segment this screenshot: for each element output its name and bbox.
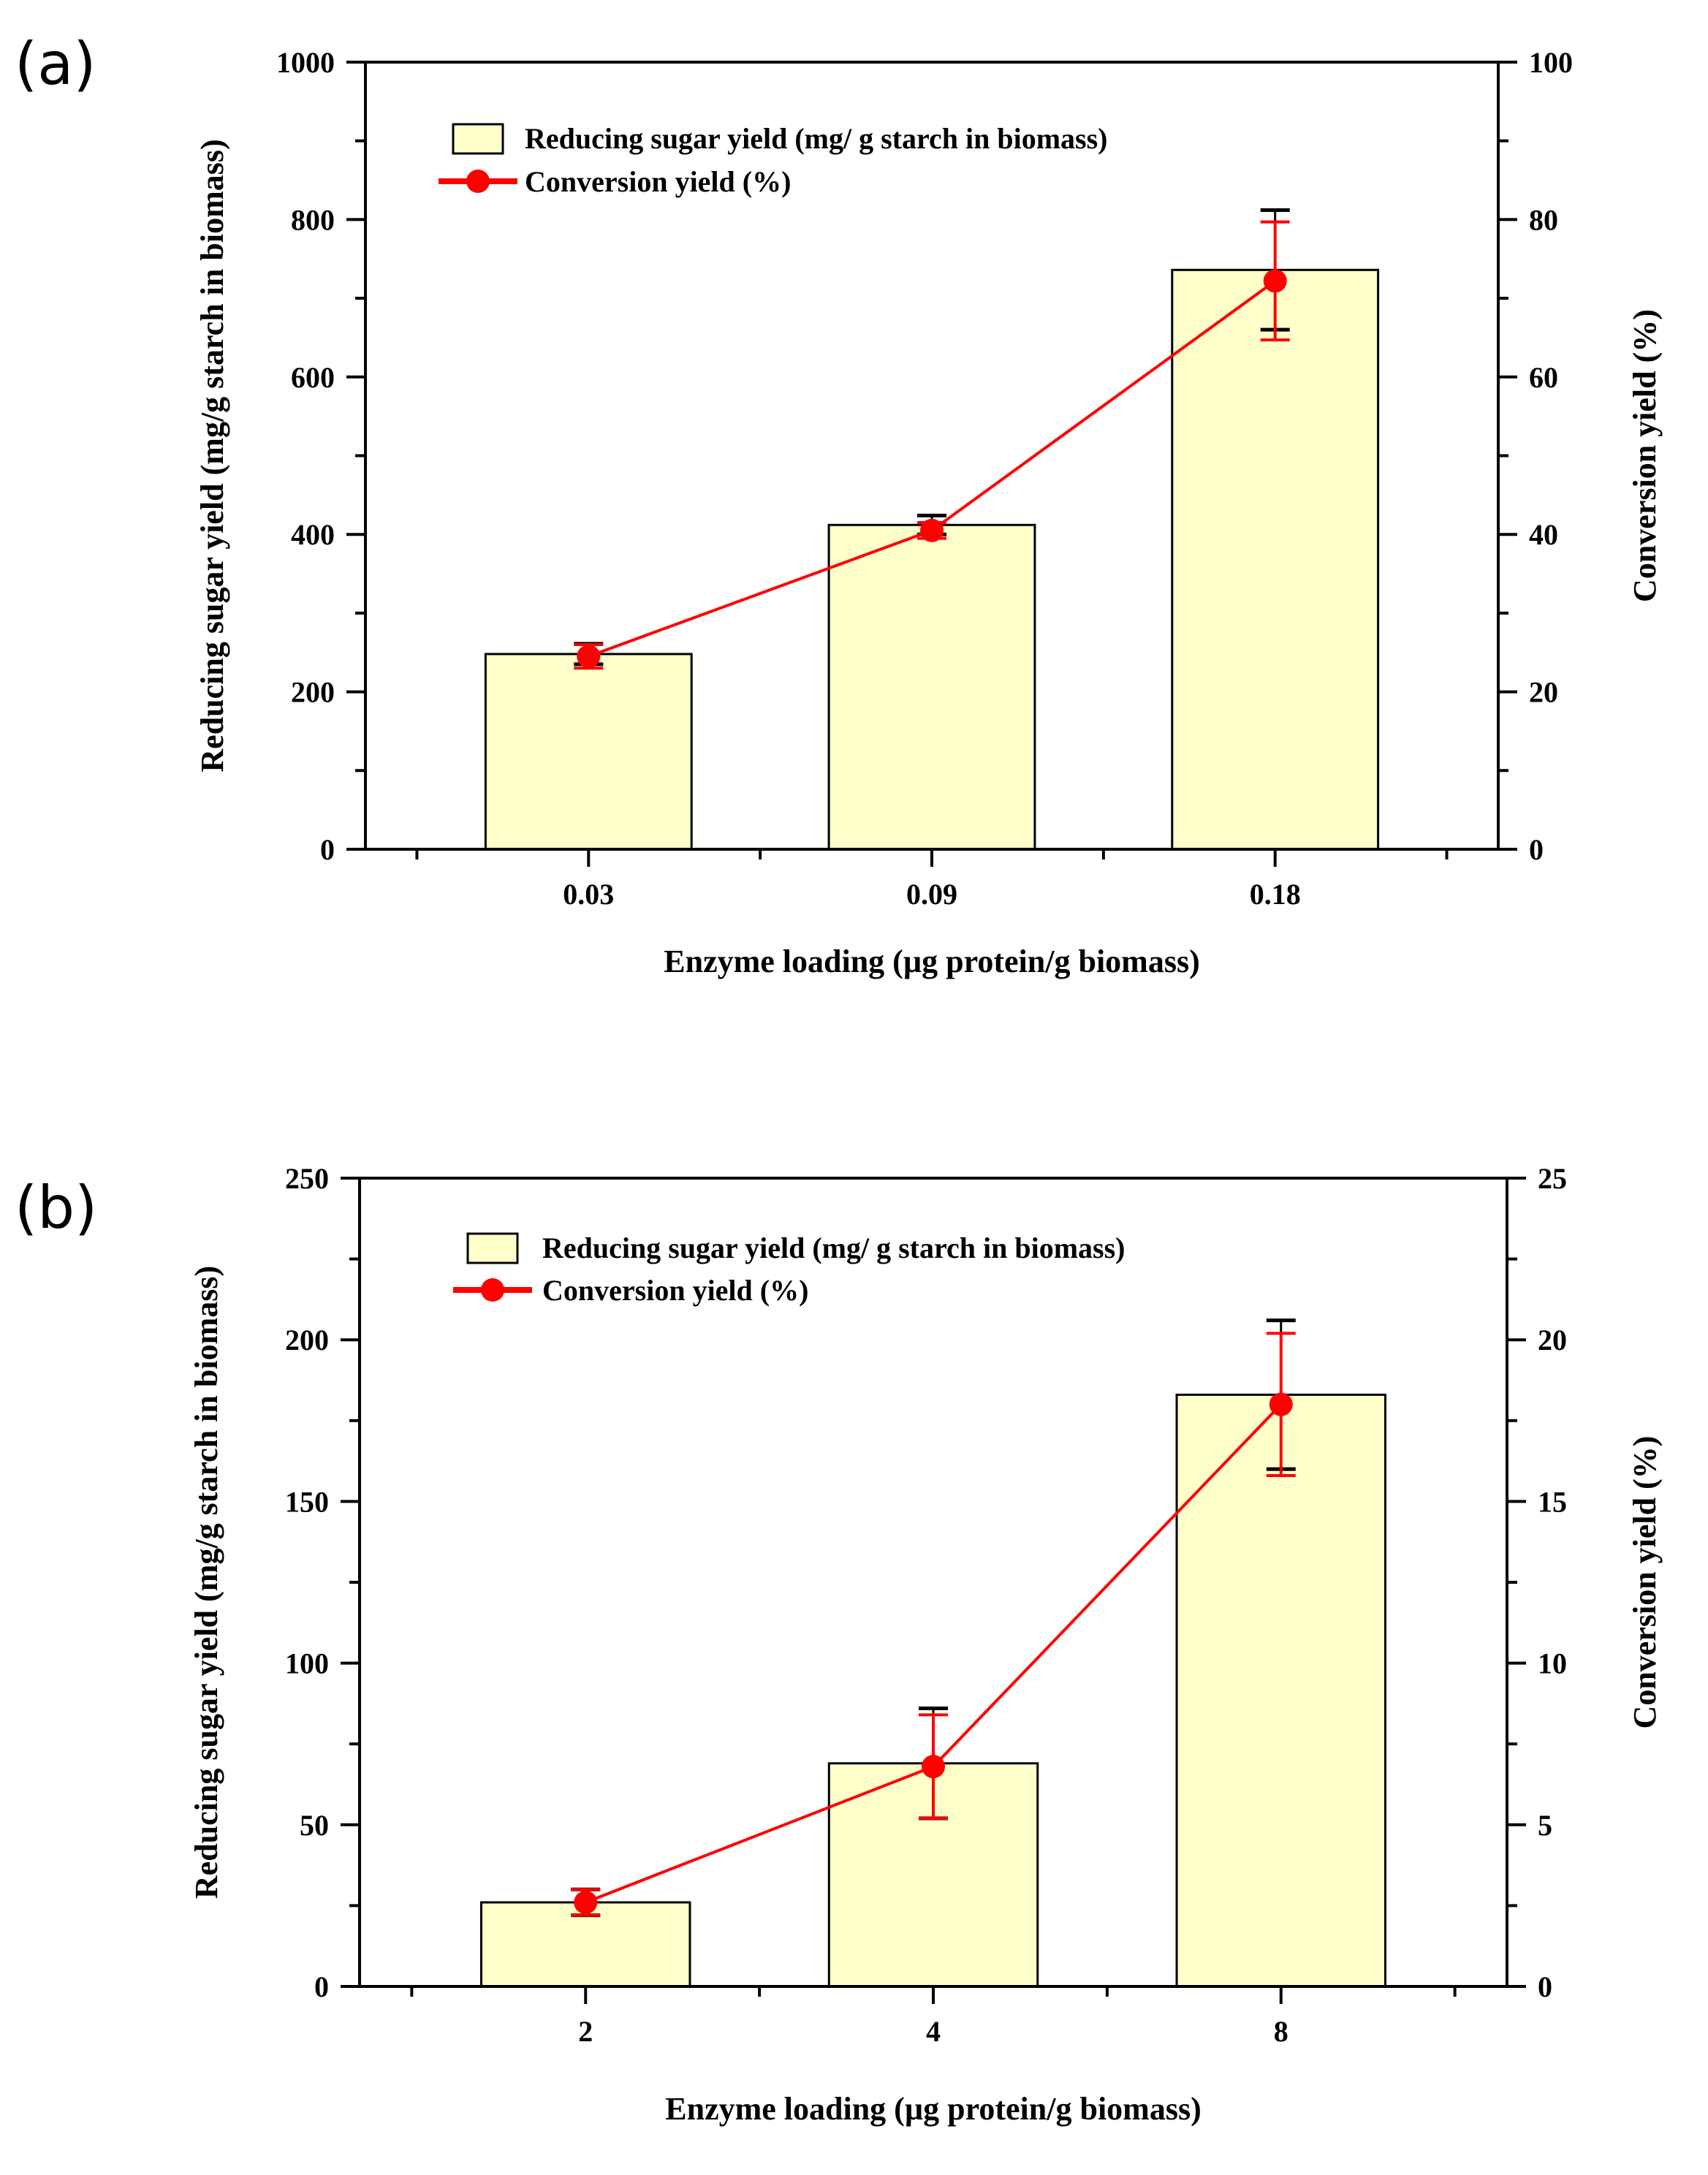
y2-tick-label: 15 bbox=[1538, 1485, 1567, 1518]
bar bbox=[1175, 1393, 1386, 1988]
data-point bbox=[1263, 269, 1287, 293]
y2-tick-label: 80 bbox=[1529, 203, 1558, 236]
y-tick-label: 150 bbox=[285, 1485, 329, 1518]
x-tick-label: 4 bbox=[926, 2015, 941, 2048]
y2-tick-label: 100 bbox=[1529, 46, 1573, 79]
x-axis-title: Enzyme loading (µg protein/g biomass) bbox=[664, 944, 1199, 979]
bar bbox=[1171, 268, 1380, 851]
data-point bbox=[1269, 1392, 1293, 1416]
y-tick-label: 200 bbox=[285, 1324, 329, 1356]
y2-tick-label: 0 bbox=[1529, 833, 1544, 866]
y-tick-label: 250 bbox=[285, 1162, 329, 1195]
y-tick-label: 600 bbox=[291, 361, 335, 394]
data-point bbox=[574, 1890, 598, 1914]
legend-marker bbox=[466, 170, 490, 193]
legend-bar-swatch bbox=[452, 123, 504, 155]
y-tick-label: 800 bbox=[291, 203, 335, 236]
panel-label: (b) bbox=[15, 1174, 97, 1242]
legend-label: Conversion yield (%) bbox=[525, 165, 791, 198]
y-tick-label: 100 bbox=[285, 1647, 329, 1680]
y2-axis-title: Conversion yield (%) bbox=[1627, 1436, 1663, 1729]
y2-tick-label: 25 bbox=[1538, 1162, 1567, 1195]
x-tick-label: 8 bbox=[1274, 2015, 1288, 2048]
legend-label: Reducing sugar yield (mg/ g starch in bi… bbox=[525, 122, 1107, 155]
chart-panel-a: (a) 0 200 400 600 800 1000 0 20 40 60 80 100 0.03 0.0… bbox=[15, 30, 1663, 979]
x-tick-label: 0.03 bbox=[563, 878, 614, 911]
legend-label: Conversion yield (%) bbox=[542, 1274, 808, 1307]
y2-tick-label: 60 bbox=[1529, 361, 1558, 394]
legend-marker bbox=[481, 1278, 504, 1302]
y2-tick-label: 40 bbox=[1529, 518, 1558, 551]
legend-label: Reducing sugar yield (mg/ g starch in bi… bbox=[542, 1231, 1125, 1264]
data-point bbox=[920, 518, 944, 542]
y2-tick-label: 10 bbox=[1538, 1647, 1567, 1680]
panel-label: (a) bbox=[15, 30, 96, 98]
y2-tick-label: 5 bbox=[1538, 1809, 1552, 1842]
y-tick-label: 0 bbox=[314, 1970, 329, 2003]
chart-panel-b: (b) 0 50 100 150 200 250 0 5 10 15 20 25 2 4 8 Enzyme l… bbox=[15, 1162, 1663, 2127]
x-tick-label: 0.09 bbox=[906, 878, 957, 911]
y-tick-label: 50 bbox=[300, 1809, 329, 1842]
x-tick-label: 0.18 bbox=[1250, 878, 1301, 911]
data-point bbox=[922, 1755, 945, 1779]
y2-axis-title: Conversion yield (%) bbox=[1627, 309, 1663, 602]
y-tick-label: 400 bbox=[291, 518, 335, 551]
y-axis-title: Reducing sugar yield (mg/g starch in bio… bbox=[194, 139, 230, 772]
bar bbox=[484, 653, 693, 851]
x-axis-title: Enzyme loading (µg protein/g biomass) bbox=[665, 2091, 1201, 2127]
y-tick-label: 0 bbox=[320, 833, 335, 866]
y2-tick-label: 20 bbox=[1529, 676, 1558, 709]
bar bbox=[827, 523, 1036, 851]
x-tick-label: 2 bbox=[578, 2015, 593, 2048]
y2-tick-label: 20 bbox=[1538, 1324, 1567, 1356]
legend-bar-swatch bbox=[466, 1232, 519, 1264]
y-tick-label: 200 bbox=[291, 676, 335, 709]
y-axis-title: Reducing sugar yield (mg/g starch in bio… bbox=[189, 1266, 224, 1899]
data-point bbox=[577, 645, 601, 669]
y-tick-label: 1000 bbox=[276, 46, 335, 79]
y2-tick-label: 0 bbox=[1538, 1970, 1552, 2003]
